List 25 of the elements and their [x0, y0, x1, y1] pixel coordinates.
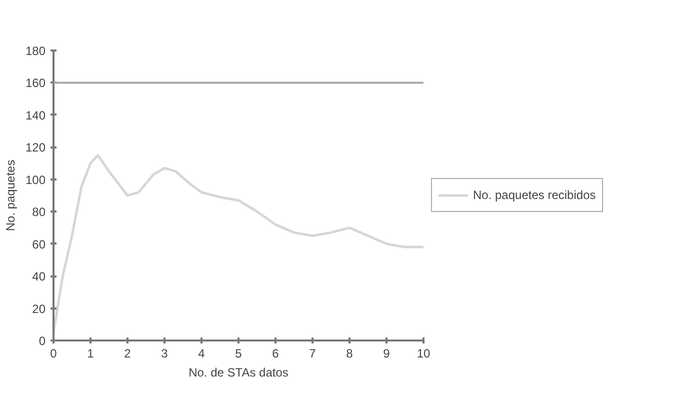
- x-tick-label: 6: [272, 346, 280, 360]
- x-axis-title: No. de STAs datos: [188, 366, 288, 380]
- x-tick-label: 2: [124, 346, 132, 360]
- x-tick-label: 3: [161, 346, 168, 360]
- y-tick-label: 20: [32, 302, 46, 316]
- y-tick-label: 100: [25, 172, 46, 187]
- y-axis-title: No. paquetes: [3, 160, 18, 232]
- line-series: [54, 154, 424, 334]
- x-tick-label: 0: [50, 346, 58, 360]
- y-tick-label: 40: [32, 270, 46, 284]
- x-tick-label: 10: [416, 346, 430, 360]
- legend-label: No. paquetes recibidos: [473, 188, 596, 202]
- x-tick-label: 7: [309, 346, 316, 360]
- x-tick-label: 4: [198, 346, 206, 360]
- y-tick-label: 80: [32, 205, 46, 220]
- y-tick-label: 160: [25, 76, 46, 90]
- y-tick-label: 180: [25, 44, 46, 58]
- x-tick-label: 5: [235, 346, 242, 360]
- y-tick-label: 0: [38, 334, 46, 348]
- x-tick-label: 9: [383, 346, 390, 360]
- y-tick-label: 60: [32, 237, 46, 252]
- x-tick-label: 8: [346, 346, 354, 360]
- x-tick-label: 1: [87, 346, 94, 360]
- y-tick-label: 140: [25, 108, 46, 122]
- y-tick-label: 120: [25, 140, 46, 155]
